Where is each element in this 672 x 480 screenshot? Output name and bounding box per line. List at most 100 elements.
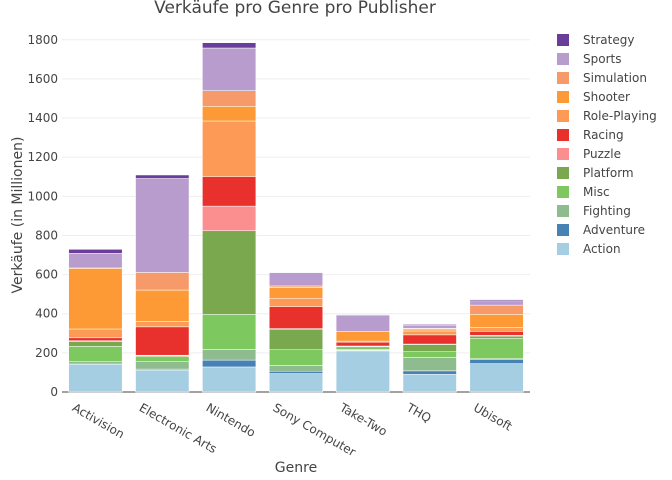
legend-swatch-misc bbox=[557, 186, 569, 198]
legend-label-platform: Platform bbox=[583, 166, 634, 180]
bar-segment-role-playing bbox=[68, 328, 123, 339]
bar-segment-fighting bbox=[202, 349, 257, 361]
legend-swatch-adventure bbox=[557, 224, 569, 236]
bar-segment-misc bbox=[68, 346, 123, 362]
bar-segment-adventure bbox=[402, 370, 457, 375]
legend-swatch-platform bbox=[557, 167, 569, 179]
x-tick-label: Take-Two bbox=[336, 400, 389, 439]
legend-label-strategy: Strategy bbox=[583, 33, 634, 47]
legend-label-misc: Misc bbox=[583, 185, 610, 199]
bar-segment-strategy bbox=[335, 314, 390, 316]
bar-segment-misc bbox=[469, 338, 524, 359]
legend-swatch-role-playing bbox=[557, 110, 569, 122]
bar-segment-simulation bbox=[469, 304, 524, 315]
x-tick-label: Activision bbox=[70, 400, 127, 441]
bar-segment-action bbox=[469, 363, 524, 393]
bar-segment-racing bbox=[335, 341, 390, 347]
bar-segment-sports bbox=[202, 47, 257, 91]
bar-segment-simulation bbox=[202, 90, 257, 107]
bar-segment-racing bbox=[402, 334, 457, 345]
bar-segment-sports bbox=[402, 324, 457, 329]
bar-segment-misc bbox=[135, 356, 190, 362]
bar-segment-racing bbox=[135, 326, 190, 356]
bar-segment-action bbox=[68, 363, 123, 393]
y-tick-label: 0 bbox=[50, 385, 58, 399]
y-tick-label: 600 bbox=[35, 268, 58, 282]
bar-segment-role-playing bbox=[135, 321, 190, 328]
legend-label-sports: Sports bbox=[583, 52, 621, 66]
bar-segment-shooter bbox=[469, 314, 524, 328]
chart-title: Verkäufe pro Genre pro Publisher bbox=[154, 0, 436, 18]
bar-segment-sports bbox=[335, 315, 390, 332]
bar-segment-fighting bbox=[402, 357, 457, 372]
legend-label-racing: Racing bbox=[583, 128, 624, 142]
bar-segment-adventure bbox=[202, 359, 257, 368]
bar-segment-action bbox=[335, 350, 390, 393]
bar-segment-puzzle bbox=[202, 205, 257, 232]
bar-segment-platform bbox=[402, 344, 457, 352]
legend-label-simulation: Simulation bbox=[583, 71, 647, 85]
bar-segment-platform bbox=[269, 328, 323, 350]
legend: Strategy Sports Simulation Shooter Role-Play… bbox=[557, 33, 657, 256]
legend-swatch-simulation bbox=[557, 72, 569, 84]
bar-segment-adventure bbox=[469, 359, 524, 364]
legend-label-adventure: Adventure bbox=[583, 223, 645, 237]
bar-segment-misc bbox=[269, 349, 323, 366]
bar-segment-racing bbox=[469, 331, 524, 336]
bar-segment-platform bbox=[469, 335, 524, 339]
bar-segment-misc bbox=[202, 314, 257, 350]
bar-segment-sports bbox=[68, 253, 123, 269]
bar-segment-racing bbox=[202, 176, 257, 207]
y-tick-label: 200 bbox=[35, 346, 58, 360]
bar-segment-strategy bbox=[402, 324, 457, 326]
legend-swatch-shooter bbox=[557, 91, 569, 103]
y-tick-label: 1600 bbox=[27, 72, 58, 86]
x-tick-label: Nintendo bbox=[204, 400, 258, 439]
bar-segment-shooter bbox=[335, 331, 390, 342]
bar-segment-misc bbox=[335, 346, 390, 350]
y-tick-label: 1800 bbox=[27, 33, 58, 47]
legend-label-fighting: Fighting bbox=[583, 204, 631, 218]
bar-segment-racing bbox=[269, 306, 323, 329]
legend-swatch-sports bbox=[557, 53, 569, 65]
bar-segment-strategy bbox=[68, 249, 123, 254]
bar-segment-action bbox=[135, 369, 190, 393]
bar-segment-action bbox=[202, 366, 257, 393]
legend-label-action: Action bbox=[583, 242, 621, 256]
legend-label-puzzle: Puzzle bbox=[583, 147, 621, 161]
bar-segment-role-playing bbox=[402, 330, 457, 336]
bars bbox=[68, 42, 524, 393]
y-tick-label: 1200 bbox=[27, 150, 58, 164]
legend-swatch-strategy bbox=[557, 34, 569, 46]
y-tick-label: 1000 bbox=[27, 189, 58, 203]
bar-segment-platform bbox=[68, 341, 123, 347]
bar-segment-role-playing bbox=[202, 120, 257, 178]
bar-segment-shooter bbox=[402, 328, 457, 332]
x-axis-title: Genre bbox=[275, 460, 317, 476]
bar-segment-sports bbox=[135, 178, 190, 273]
bar-segment-strategy bbox=[469, 299, 524, 302]
bar-segment-sports bbox=[469, 300, 524, 306]
bar-segment-role-playing bbox=[469, 327, 524, 332]
bar-segment-action bbox=[402, 374, 457, 393]
bar-segment-adventure bbox=[269, 371, 323, 374]
legend-label-shooter: Shooter bbox=[583, 90, 630, 104]
legend-swatch-racing bbox=[557, 129, 569, 141]
bar-segment-fighting bbox=[269, 365, 323, 372]
bar-segment-racing bbox=[68, 337, 123, 341]
bar-segment-fighting bbox=[135, 361, 190, 370]
legend-label-role-playing: Role-Playing bbox=[583, 109, 657, 123]
x-tick-label: Ubisoft bbox=[471, 400, 515, 433]
legend-swatch-action bbox=[557, 243, 569, 255]
bar-segment-action bbox=[269, 373, 323, 393]
legend-swatch-fighting bbox=[557, 205, 569, 217]
bar-segment-role-playing bbox=[269, 298, 323, 307]
y-tick-label: 1400 bbox=[27, 111, 58, 125]
bar-segment-shooter bbox=[68, 268, 123, 330]
bar-segment-simulation bbox=[135, 272, 190, 291]
bar-segment-shooter bbox=[135, 289, 190, 322]
bar-segment-shooter bbox=[202, 106, 257, 122]
bar-segment-misc bbox=[402, 351, 457, 358]
